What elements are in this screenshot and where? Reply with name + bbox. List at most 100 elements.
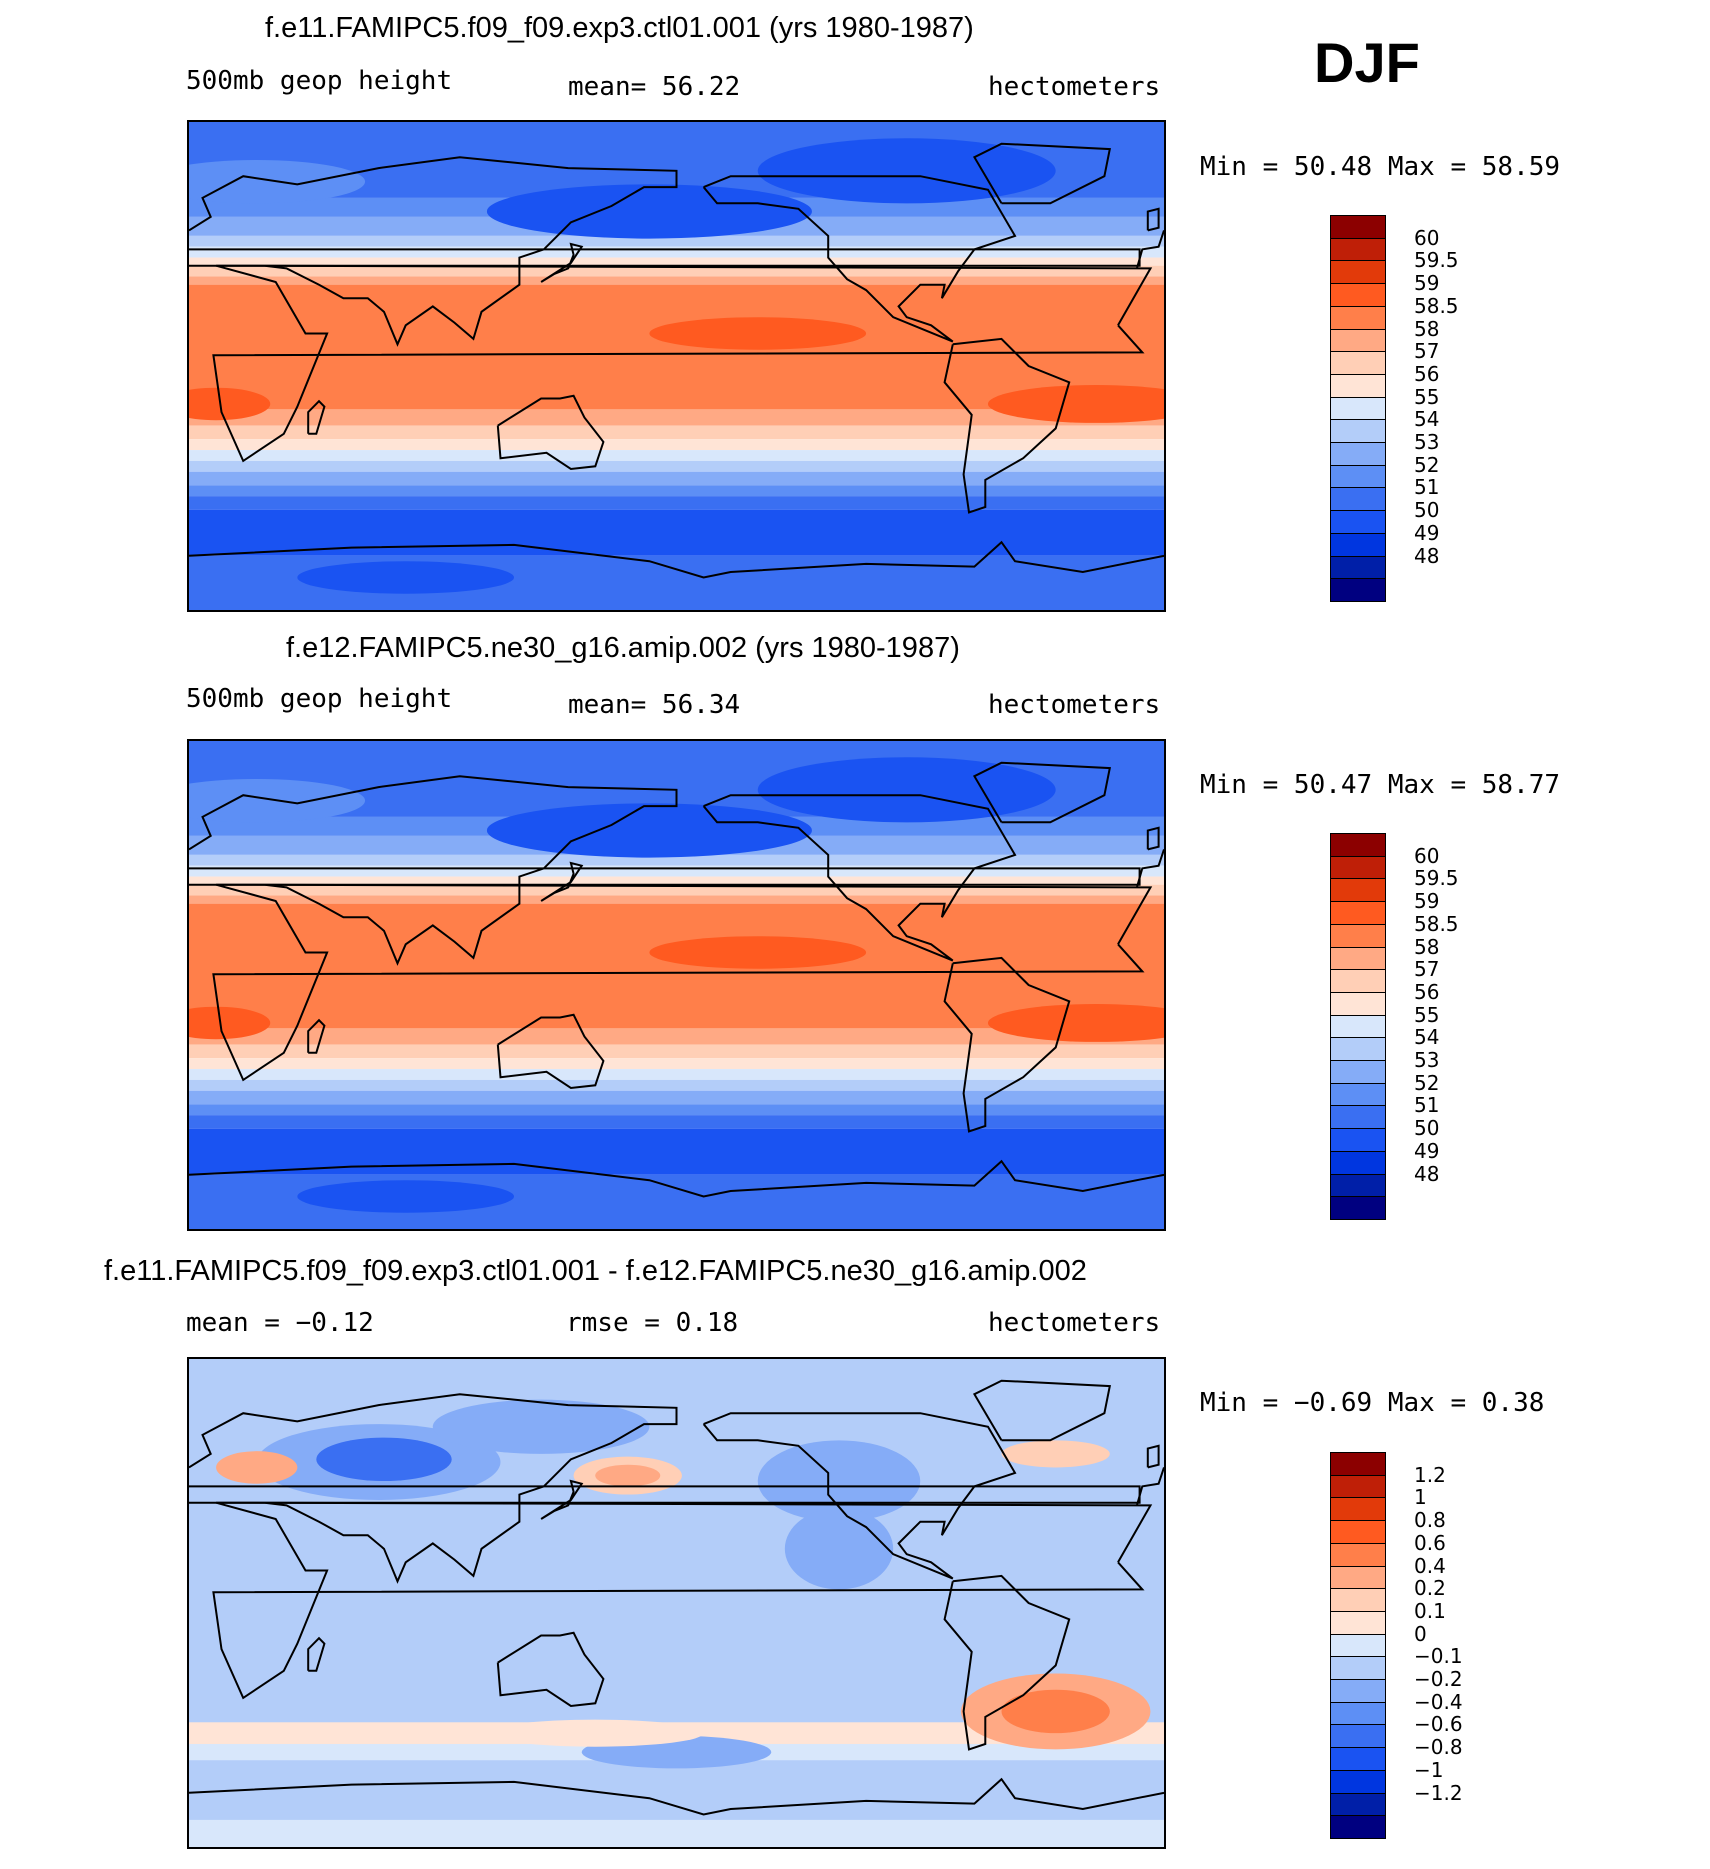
panel3-colorbar-box	[1330, 1452, 1386, 1477]
contour-cell	[987, 384, 1164, 423]
panel1-colorbar-label: 52	[1414, 452, 1440, 477]
coastline	[540, 242, 584, 283]
contour-cell	[189, 1006, 271, 1040]
panel3-colorbar-box	[1330, 1701, 1386, 1726]
panel1-colorbar-box	[1330, 260, 1386, 285]
panel3-minmax: Min = −0.69 Max = 0.38	[1200, 1388, 1545, 1418]
panel2-colorbar-box	[1330, 1150, 1386, 1176]
panel2-colorbar-box	[1330, 1128, 1386, 1153]
panel2-colorbar-label: 53	[1414, 1048, 1440, 1073]
coastline	[307, 1018, 326, 1054]
contour-cell	[987, 1003, 1164, 1042]
coastline	[943, 337, 1071, 514]
panel1-colorbar-box	[1330, 328, 1386, 353]
panel2-colorbar-label: 52	[1414, 1070, 1440, 1095]
contour-band	[189, 903, 1164, 1029]
contour-cell	[432, 1399, 650, 1454]
contour-band	[189, 1028, 1164, 1045]
contour-band	[189, 439, 1164, 451]
coastline	[972, 142, 1112, 205]
panel3-colorbar-box	[1330, 1769, 1386, 1795]
panel3-colorbar-label: 0	[1414, 1621, 1427, 1646]
panel2-colorbar-label: 50	[1414, 1116, 1440, 1141]
panel2-colorbar-label: 49	[1414, 1138, 1440, 1163]
panel3-colorbar-box	[1330, 1633, 1386, 1658]
panel3-colorbar-box	[1330, 1497, 1386, 1522]
contour-band	[189, 450, 1164, 461]
coastline	[540, 861, 584, 902]
coastline	[972, 1379, 1112, 1442]
coastline	[496, 1631, 605, 1708]
panel2-colorbar-box	[1330, 923, 1386, 949]
contour-cell	[649, 936, 867, 969]
panel1-colorbar-label: 49	[1414, 520, 1440, 545]
panel3-colorbar-box	[1330, 1542, 1386, 1568]
panel1-colorbar-box	[1330, 555, 1386, 580]
panel3-colorbar-label: −0.6	[1414, 1712, 1463, 1737]
contour-band	[189, 1819, 1164, 1847]
contour-band	[189, 1079, 1164, 1091]
panel2-colorbar-box	[1330, 946, 1386, 971]
contour-cell	[216, 1451, 298, 1484]
panel3-colorbar-box	[1330, 1610, 1386, 1636]
contour-band	[189, 409, 1164, 426]
panel2-colorbar-label: 58	[1414, 934, 1440, 959]
panel3-colorbar-label: −1.2	[1414, 1780, 1463, 1805]
panel3-colorbar-box	[1330, 1656, 1386, 1681]
panel1-colorbar-label: 58.5	[1414, 293, 1459, 318]
panel3-colorbar-box	[1330, 1747, 1386, 1772]
coastline	[496, 394, 605, 471]
panel3-colorbar-label: 0.8	[1414, 1508, 1446, 1533]
panel3-colorbar-box	[1330, 1565, 1386, 1590]
panel2-colorbar-box	[1330, 1082, 1386, 1107]
panel1-colorbar-box	[1330, 419, 1386, 444]
panel3-colorbar-label: 1	[1414, 1485, 1427, 1510]
panel1-colorbar-label: 54	[1414, 407, 1440, 432]
contour-cell	[189, 387, 271, 421]
contour-band	[189, 1090, 1164, 1105]
panel2-colorbar-label: 57	[1414, 957, 1440, 982]
coastline	[189, 540, 1164, 579]
panel2-colorbar-label: 56	[1414, 979, 1440, 1004]
panel2-mean-label: mean= 56.34	[568, 690, 741, 720]
panel3-colorbar-label: 0.4	[1414, 1553, 1446, 1578]
panel1-colorbar-box	[1330, 578, 1386, 603]
panel1-colorbar-label: 58	[1414, 316, 1440, 341]
contour-band	[189, 276, 1164, 285]
panel1-colorbar-label: 57	[1414, 339, 1440, 364]
contour-band	[189, 257, 1164, 266]
panel3-colorbar-box	[1330, 1792, 1386, 1817]
panel2-map	[187, 739, 1166, 1231]
contour-band	[189, 235, 1164, 247]
panel2-colorbar-box	[1330, 991, 1386, 1017]
panel1-colorbar-label: 59	[1414, 271, 1440, 296]
coastline	[189, 156, 1141, 347]
panel3-colorbar-box	[1330, 1474, 1386, 1499]
contour-band	[189, 1115, 1164, 1129]
contour-band	[189, 895, 1164, 904]
panel3-colorbar-label: −0.1	[1414, 1644, 1463, 1669]
panel3-colorbar-box	[1330, 1588, 1386, 1613]
panel1-colorbar-label: 60	[1414, 225, 1440, 250]
panel2-colorbar-box	[1330, 1196, 1386, 1221]
coastline	[1146, 826, 1160, 851]
panel2-colorbar-box	[1330, 1037, 1386, 1062]
coastline	[307, 399, 326, 435]
panel2-colorbar-label: 58.5	[1414, 911, 1459, 936]
panel3-rmse-label: rmse = 0.18	[566, 1308, 739, 1338]
contour-band	[189, 265, 1164, 277]
coastline	[496, 1013, 605, 1090]
panel2-colorbar-box	[1330, 901, 1386, 926]
contour-band	[189, 284, 1164, 410]
p1-field	[189, 741, 1164, 1229]
panel2-colorbar-label: 59.5	[1414, 866, 1459, 891]
contour-cell	[757, 1440, 921, 1522]
panel1-colorbar-box	[1330, 464, 1386, 489]
panel1-variable-label: 500mb geop height	[186, 66, 453, 96]
panel1-colorbar-label: 53	[1414, 430, 1440, 455]
panel1-colorbar-box	[1330, 351, 1386, 376]
panel2-colorbar-box	[1330, 878, 1386, 903]
contour-cell	[1001, 1440, 1110, 1468]
panel2-colorbar-label: 60	[1414, 843, 1440, 868]
panel3-units-label: hectometers	[988, 1308, 1161, 1338]
